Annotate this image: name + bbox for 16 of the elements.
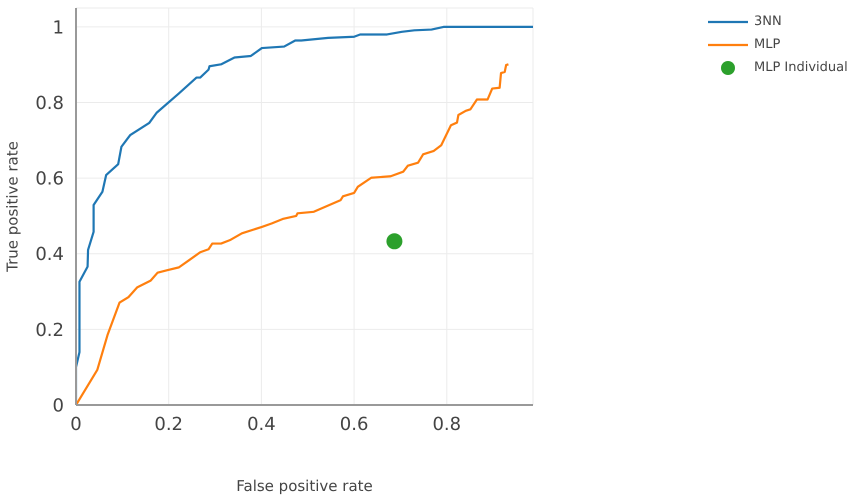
y-tick-label: 0.6 xyxy=(35,168,64,190)
legend-label: MLP xyxy=(754,37,780,52)
x-tick-label: 0 xyxy=(70,414,82,435)
x-tick-label: 0.6 xyxy=(340,414,368,435)
y-tick-label: 0.2 xyxy=(35,320,64,341)
x-axis-title: False positive rate xyxy=(236,477,373,495)
y-tick-label: 0 xyxy=(52,395,64,416)
legend-label: 3NN xyxy=(754,14,782,29)
y-tick-label: 0.4 xyxy=(35,244,64,266)
x-tick-label: 0.4 xyxy=(247,414,276,435)
x-tick-label: 0.8 xyxy=(432,414,462,435)
y-axis-title: True positive rate xyxy=(3,141,22,273)
y-tick-label: 1 xyxy=(52,17,64,38)
legend-label: MLP Individual xyxy=(754,60,848,75)
x-tick-label: 0.2 xyxy=(154,414,184,435)
y-tick-label: 0.8 xyxy=(35,92,64,114)
